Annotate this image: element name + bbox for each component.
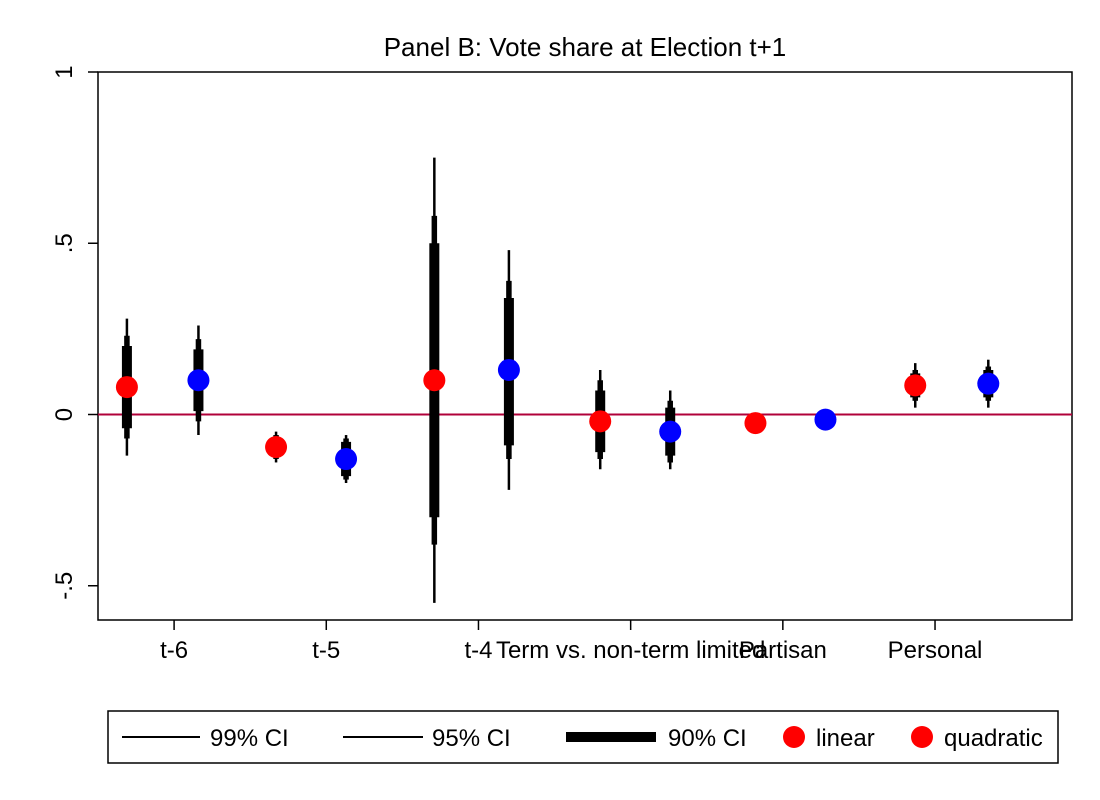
coefficient-estimate [423, 157, 446, 603]
legend-label: 99% CI [210, 725, 289, 752]
coefficient-estimate [187, 325, 210, 436]
plot-frame [97, 71, 1073, 621]
legend-label: linear [816, 725, 875, 752]
point-marker [589, 410, 612, 433]
x-tick-label: t-5 [312, 637, 340, 664]
plot-area: 1 .5 0 -.5 t-6 t-5 t-4 Term vs. non-term limite… [51, 65, 1073, 664]
legend-swatch-marker [783, 726, 805, 748]
coefficient-estimate [265, 431, 288, 463]
legend-item: quadratic [911, 725, 1043, 752]
y-tick-label: 1 [51, 65, 78, 78]
legend-item: 99% CI [122, 725, 289, 752]
legend-swatch-marker [911, 726, 933, 748]
y-tick-label: -.5 [51, 572, 78, 600]
x-tick-label: Personal [888, 637, 983, 664]
point-marker [977, 372, 1000, 395]
x-tick-label: Term vs. non-term limited [496, 637, 765, 664]
point-marker [265, 436, 288, 459]
x-tick-label: t-6 [160, 637, 188, 664]
y-tick-label: .5 [51, 233, 78, 253]
point-marker [744, 412, 767, 435]
legend-label: 95% CI [432, 725, 511, 752]
point-marker [814, 408, 837, 431]
x-tick-label: Partisan [739, 637, 827, 664]
legend: 99% CI 95% CI 90% CI linear quadratic [107, 710, 1059, 764]
coefficient-estimate [115, 318, 138, 456]
coefficient-estimate [904, 363, 927, 408]
point-marker [497, 358, 520, 381]
legend-label: quadratic [944, 725, 1043, 752]
coefficient-estimate [744, 412, 767, 435]
chart-title: Panel B: Vote share at Election t+1 [384, 32, 787, 62]
point-marker [335, 448, 358, 471]
point-marker [115, 376, 138, 399]
legend-item: 90% CI [566, 725, 747, 752]
legend-item: 95% CI [343, 725, 511, 752]
coefficient-estimate [589, 369, 612, 470]
point-marker [659, 420, 682, 443]
y-tick-label: 0 [51, 408, 78, 421]
coefficient-estimate [335, 435, 358, 483]
coefficient-estimate [814, 408, 837, 431]
legend-item: linear [783, 725, 875, 752]
point-marker [187, 369, 210, 392]
legend-label: 90% CI [668, 725, 747, 752]
coefficient-estimate [497, 250, 520, 490]
point-marker [423, 369, 446, 392]
coefficient-estimate [977, 359, 1000, 408]
x-tick-label: t-4 [464, 637, 492, 664]
point-marker [904, 374, 927, 397]
coefficient-estimate [659, 390, 682, 470]
